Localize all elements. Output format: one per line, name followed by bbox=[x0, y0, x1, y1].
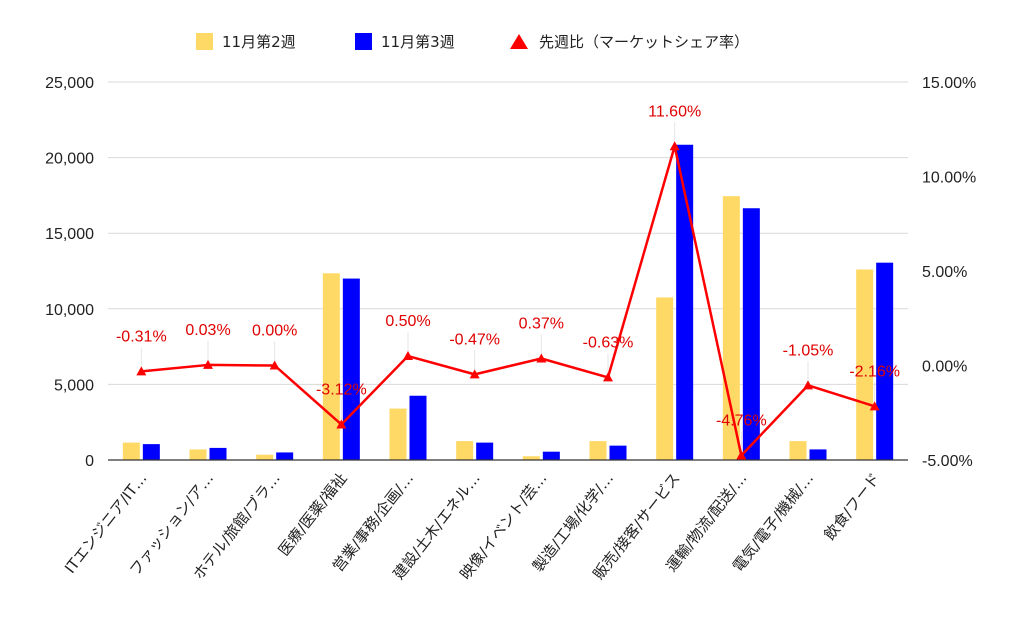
change-rate-marker bbox=[269, 360, 280, 370]
x-tick-label: 飲食/フード bbox=[820, 469, 883, 543]
bar-week3 bbox=[876, 262, 894, 460]
change-rate-marker bbox=[669, 141, 680, 151]
y-left-tick-label: 10,000 bbox=[45, 302, 94, 319]
bar-week2 bbox=[789, 441, 807, 460]
bar-week2 bbox=[189, 449, 207, 460]
y-left-tick-label: 5,000 bbox=[54, 377, 94, 394]
change-rate-data-label: 0.03% bbox=[185, 322, 230, 339]
bar-week3 bbox=[476, 442, 494, 460]
change-rate-marker bbox=[869, 401, 880, 411]
y-right-tick-label: 0.00% bbox=[922, 359, 967, 376]
x-tick-label: 医療/医薬/福祉 bbox=[275, 469, 351, 559]
legend-label-week3: 11月第3週 bbox=[381, 33, 455, 51]
change-rate-data-label: 0.37% bbox=[519, 316, 564, 333]
change-rate-polyline bbox=[141, 145, 876, 457]
legend: 11月第2週 11月第3週 先週比（マーケットシェア率） bbox=[196, 33, 749, 51]
change-rate-data-label: -2.16% bbox=[849, 363, 900, 380]
change-rate-marker bbox=[803, 380, 813, 390]
change-rate-marker bbox=[403, 351, 413, 361]
change-rate-marker bbox=[603, 372, 613, 382]
y-left-tick-label: 25,000 bbox=[45, 75, 94, 92]
y-left-tick-label: 20,000 bbox=[45, 151, 94, 168]
bar-week3 bbox=[142, 444, 160, 460]
change-rate-marker bbox=[536, 353, 547, 363]
change-rate-data-label: -1.05% bbox=[783, 342, 834, 359]
legend-swatch-week2 bbox=[196, 33, 213, 50]
bar-week3 bbox=[676, 144, 694, 461]
change-rate-data-label: 0.50% bbox=[385, 313, 430, 330]
bar-week2 bbox=[389, 408, 407, 460]
legend-label-change-rate: 先週比（マーケットシェア率） bbox=[539, 33, 749, 51]
change-rate-data-label: -3.12% bbox=[316, 381, 367, 398]
change-rate-marker bbox=[203, 359, 213, 369]
bar-week3 bbox=[742, 208, 760, 460]
change-rate-data-label: 0.00% bbox=[252, 323, 297, 340]
bar-week2 bbox=[122, 442, 140, 460]
y-left-tick-label: 0 bbox=[85, 453, 94, 470]
legend-triangle-marker bbox=[510, 34, 528, 49]
change-rate-data-label: -0.31% bbox=[116, 328, 167, 345]
bars bbox=[122, 144, 894, 461]
legend-swatch-week3 bbox=[355, 33, 372, 50]
bar-week2 bbox=[589, 441, 607, 460]
legend-label-week2: 11月第2週 bbox=[222, 33, 296, 51]
bar-week2 bbox=[656, 297, 674, 460]
change-rate-marker bbox=[736, 450, 747, 460]
bar-week3 bbox=[542, 451, 560, 460]
gridlines bbox=[108, 81, 908, 385]
bar-week2 bbox=[522, 456, 540, 460]
y-right-tick-label: 5.00% bbox=[922, 264, 967, 281]
bar-week3 bbox=[809, 449, 827, 460]
change-rate-marker bbox=[136, 366, 147, 376]
bar-week2 bbox=[256, 454, 274, 460]
bar-week2 bbox=[322, 273, 340, 460]
change-rate-line: -0.31% 0.03% 0.00% -3.12% 0.50% -0.47% 0.37% -0… bbox=[116, 103, 900, 460]
change-rate-data-label: -0.63% bbox=[583, 334, 634, 351]
bar-week2 bbox=[856, 269, 874, 460]
bar-week3 bbox=[342, 278, 360, 460]
y-right-tick-label: -5.00% bbox=[922, 453, 973, 470]
change-rate-data-label: -4.76% bbox=[716, 412, 767, 429]
y-right-tick-label: 15.00% bbox=[922, 75, 976, 92]
y-right-tick-label: 10.00% bbox=[922, 170, 976, 187]
bar-week2 bbox=[456, 441, 474, 460]
change-rate-marker bbox=[336, 419, 347, 429]
change-rate-marker bbox=[469, 369, 480, 379]
bar-week3 bbox=[409, 395, 427, 460]
change-rate-data-label: -0.47% bbox=[449, 331, 500, 348]
change-rate-data-label: 11.60% bbox=[648, 103, 701, 120]
bar-week3 bbox=[276, 452, 294, 460]
bar-week3 bbox=[609, 445, 627, 460]
y-left-tick-label: 15,000 bbox=[45, 226, 94, 243]
bar-week3 bbox=[209, 447, 227, 460]
